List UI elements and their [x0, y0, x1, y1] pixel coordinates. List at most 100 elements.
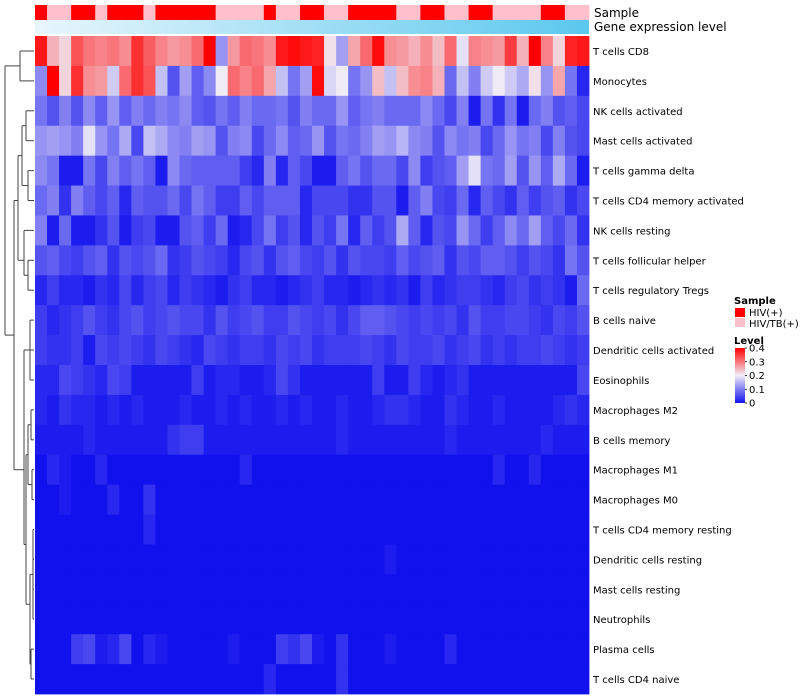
heatmap-cell: [564, 424, 578, 456]
heatmap-cell: [360, 544, 373, 575]
heatmap-cell: [167, 185, 180, 216]
heatmap-cell: [131, 155, 144, 186]
heatmap-cell: [131, 664, 144, 695]
heatmap-cell: [227, 454, 241, 486]
heatmap-cell: [203, 424, 217, 456]
heatmap-cell: [348, 95, 361, 127]
heatmap-cell: [552, 394, 566, 426]
heatmap-cell: [492, 424, 506, 456]
sample-annotation-cell: [83, 5, 96, 20]
heatmap-cell: [444, 215, 457, 246]
heatmap-cell: [215, 574, 229, 605]
heatmap-cell: [528, 454, 542, 486]
heatmap-cell: [71, 275, 84, 306]
heatmap-cell: [131, 335, 144, 366]
heatmap-cell: [95, 335, 108, 366]
heatmap-cell: [71, 424, 84, 456]
heatmap-cell: [143, 365, 156, 396]
heatmap-cell: [504, 65, 518, 97]
heatmap-cell: [299, 514, 313, 545]
heatmap-cell: [47, 275, 60, 306]
legend-level-tick-label: 0.2: [749, 371, 765, 382]
heatmap-cell: [299, 65, 313, 97]
sample-annotation-cell: [540, 5, 554, 20]
heatmap-cell: [372, 484, 385, 515]
heatmap-cell: [540, 424, 554, 456]
heatmap-cell: [47, 484, 60, 515]
legend: Sample HIV(+) HIV/TB(+) Level 0.40.30.20…: [734, 296, 799, 410]
heatmap-cell: [47, 514, 60, 545]
heatmap-cell: [504, 394, 518, 426]
heatmap-cell: [360, 155, 373, 186]
heatmap-cell: [420, 65, 433, 97]
heatmap-cell: [299, 305, 313, 336]
heatmap-cell: [408, 155, 421, 186]
heatmap-cell: [275, 634, 289, 665]
heatmap-cell: [552, 634, 566, 665]
heatmap-cell: [83, 95, 96, 127]
heatmap-cell: [312, 544, 325, 575]
heatmap-cell: [312, 365, 325, 396]
heatmap-cell: [576, 514, 590, 545]
heatmap-cell: [107, 634, 120, 665]
heatmap-cell: [35, 245, 48, 276]
heatmap-cell: [576, 305, 590, 336]
heatmap-cell: [167, 484, 180, 515]
heatmap-cell: [263, 365, 277, 396]
heatmap-cell: [131, 454, 144, 486]
heatmap-cell: [95, 664, 108, 695]
heatmap-cell: [119, 335, 132, 366]
heatmap-cell: [528, 424, 542, 456]
heatmap-cell: [492, 514, 506, 545]
heatmap-cell: [552, 365, 566, 396]
heatmap-cell: [263, 604, 277, 635]
sample-annotation-cell: [227, 5, 241, 20]
heatmap-cell: [564, 664, 578, 695]
heatmap-cell: [143, 155, 156, 186]
heatmap-cell: [155, 305, 168, 336]
heatmap-cell: [155, 394, 168, 426]
heatmap-cell: [179, 65, 192, 97]
heatmap-cell: [251, 335, 265, 366]
heatmap-cell: [167, 544, 180, 575]
heatmap-cell: [95, 125, 108, 157]
heatmap-cell: [179, 394, 192, 426]
heatmap-cell: [119, 185, 132, 216]
heatmap-cell: [312, 484, 325, 515]
heatmap-cell: [372, 424, 385, 456]
heatmap-cell: [516, 185, 530, 216]
heatmap-cell: [468, 215, 482, 246]
heatmap-cell: [468, 634, 482, 665]
heatmap-cell: [384, 95, 397, 127]
heatmap-cell: [47, 634, 60, 665]
heatmap-cell: [179, 365, 192, 396]
heatmap-cell: [83, 305, 96, 336]
heatmap-cell: [372, 574, 385, 605]
row-label: Macrophages M0: [593, 496, 678, 507]
heatmap-cell: [492, 574, 506, 605]
heatmap-cell: [336, 125, 349, 157]
heatmap-cell: [492, 155, 506, 186]
heatmap-cell: [504, 514, 518, 545]
heatmap-cell: [408, 275, 421, 306]
heatmap-cell: [239, 155, 253, 186]
heatmap-cell: [167, 275, 180, 306]
heatmap-cell: [360, 394, 373, 426]
heatmap-cell: [119, 275, 132, 306]
heatmap-cell: [107, 604, 120, 635]
heatmap-cell: [275, 394, 289, 426]
heatmap-cell: [540, 215, 554, 246]
heatmap-cell: [456, 394, 469, 426]
heatmap-cell: [179, 125, 192, 157]
heatmap-cell: [155, 664, 168, 695]
heatmap-cell: [564, 275, 578, 306]
heatmap-cell: [552, 335, 566, 366]
heatmap-cell: [71, 514, 84, 545]
heatmap-cell: [287, 245, 301, 276]
heatmap-cell: [312, 335, 325, 366]
heatmap-cell: [35, 65, 48, 97]
heatmap-cell: [203, 335, 217, 366]
heatmap-cell: [576, 484, 590, 515]
heatmap-cell: [420, 544, 433, 575]
heatmap-cell: [239, 574, 253, 605]
